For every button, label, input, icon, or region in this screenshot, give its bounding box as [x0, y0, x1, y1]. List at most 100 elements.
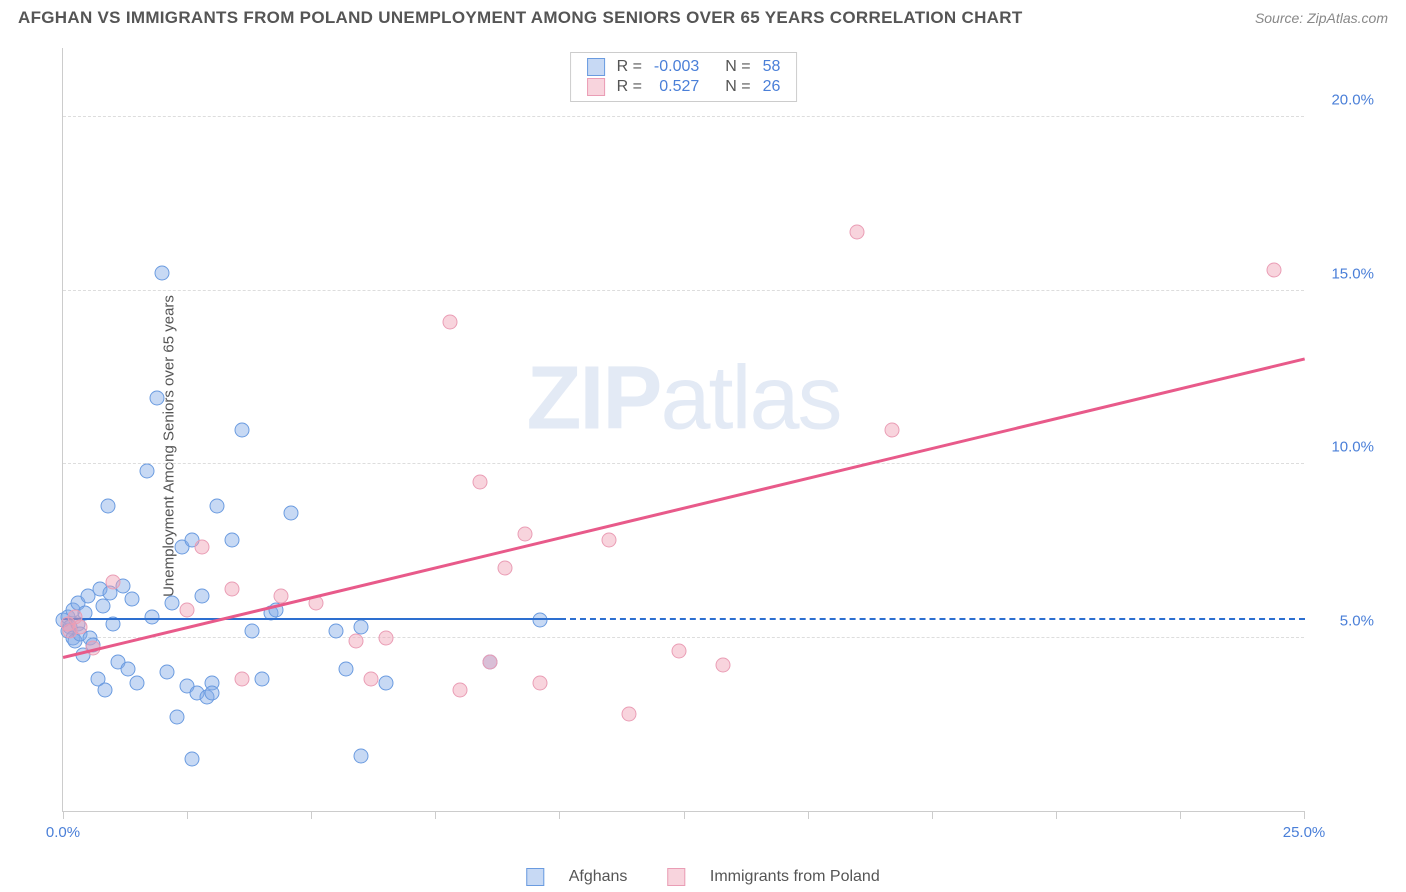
data-point — [140, 464, 155, 479]
data-point — [363, 672, 378, 687]
data-point — [602, 533, 617, 548]
gridline — [63, 463, 1304, 464]
data-point — [185, 751, 200, 766]
x-tick — [808, 811, 809, 819]
legend-label: Immigrants from Poland — [710, 868, 880, 885]
correlation-legend: R =-0.003 N =58 R =0.527 N =26 — [570, 52, 798, 102]
x-tick-label: 0.0% — [46, 824, 80, 841]
x-tick — [684, 811, 685, 819]
n-label: N = — [719, 57, 756, 77]
r-value: 0.527 — [648, 77, 705, 97]
data-point — [532, 613, 547, 628]
series-legend: Afghans Immigrants from Poland — [506, 868, 899, 886]
x-tick — [187, 811, 188, 819]
data-point — [850, 224, 865, 239]
data-point — [170, 710, 185, 725]
n-value: 58 — [757, 57, 787, 77]
source-attribution: Source: ZipAtlas.com — [1255, 10, 1388, 26]
data-point — [180, 602, 195, 617]
r-value: -0.003 — [648, 57, 705, 77]
watermark-bold: ZIP — [526, 348, 660, 448]
legend-swatch — [587, 78, 605, 96]
legend-swatch — [667, 868, 685, 886]
chart-title: AFGHAN VS IMMIGRANTS FROM POLAND UNEMPLO… — [18, 8, 1023, 28]
data-point — [472, 474, 487, 489]
x-tick — [1180, 811, 1181, 819]
data-point — [194, 540, 209, 555]
trend-line — [63, 357, 1306, 658]
data-point — [378, 675, 393, 690]
legend-row: R =0.527 N =26 — [581, 77, 787, 97]
data-point — [329, 623, 344, 638]
data-point — [130, 675, 145, 690]
x-tick — [559, 811, 560, 819]
x-tick — [932, 811, 933, 819]
data-point — [1267, 262, 1282, 277]
data-point — [497, 561, 512, 576]
legend-swatch — [587, 58, 605, 76]
data-point — [671, 644, 686, 659]
data-point — [95, 599, 110, 614]
data-point — [884, 422, 899, 437]
watermark-light: atlas — [660, 348, 840, 448]
data-point — [716, 658, 731, 673]
data-point — [105, 575, 120, 590]
r-label: R = — [611, 57, 648, 77]
gridline — [63, 290, 1304, 291]
x-tick-label: 25.0% — [1283, 824, 1326, 841]
data-point — [338, 661, 353, 676]
chart-container: Unemployment Among Seniors over 65 years… — [44, 48, 1386, 844]
data-point — [443, 315, 458, 330]
data-point — [244, 623, 259, 638]
data-point — [150, 391, 165, 406]
data-point — [234, 672, 249, 687]
data-point — [120, 661, 135, 676]
n-label: N = — [719, 77, 756, 97]
data-point — [234, 422, 249, 437]
data-point — [204, 686, 219, 701]
data-point — [254, 672, 269, 687]
gridline — [63, 116, 1304, 117]
data-point — [194, 588, 209, 603]
legend-item: Afghans — [516, 868, 637, 885]
data-point — [73, 620, 88, 635]
x-tick — [1056, 811, 1057, 819]
data-point — [621, 706, 636, 721]
y-tick-label: 15.0% — [1314, 265, 1374, 282]
data-point — [224, 533, 239, 548]
x-tick — [435, 811, 436, 819]
data-point — [482, 654, 497, 669]
data-point — [453, 682, 468, 697]
data-point — [353, 748, 368, 763]
trend-line-extrapolation — [560, 618, 1305, 620]
legend-swatch — [526, 868, 544, 886]
data-point — [155, 266, 170, 281]
data-point — [160, 665, 175, 680]
data-point — [209, 498, 224, 513]
data-point — [224, 582, 239, 597]
legend-row: R =-0.003 N =58 — [581, 57, 787, 77]
n-value: 26 — [757, 77, 787, 97]
data-point — [348, 634, 363, 649]
data-point — [100, 498, 115, 513]
x-tick — [311, 811, 312, 819]
r-label: R = — [611, 77, 648, 97]
data-point — [98, 682, 113, 697]
data-point — [517, 526, 532, 541]
watermark: ZIPatlas — [526, 347, 840, 450]
legend-table: R =-0.003 N =58 R =0.527 N =26 — [581, 57, 787, 97]
data-point — [532, 675, 547, 690]
data-point — [378, 630, 393, 645]
y-tick-label: 10.0% — [1314, 439, 1374, 456]
data-point — [165, 595, 180, 610]
data-point — [125, 592, 140, 607]
legend-item: Immigrants from Poland — [657, 868, 889, 885]
y-tick-label: 20.0% — [1314, 92, 1374, 109]
data-point — [284, 505, 299, 520]
plot-area: ZIPatlas R =-0.003N =58R =0.527N =26 5.0… — [62, 48, 1304, 812]
y-tick-label: 5.0% — [1314, 612, 1374, 629]
data-point — [353, 620, 368, 635]
x-tick — [1304, 811, 1305, 819]
x-tick — [63, 811, 64, 819]
legend-label: Afghans — [569, 868, 628, 885]
